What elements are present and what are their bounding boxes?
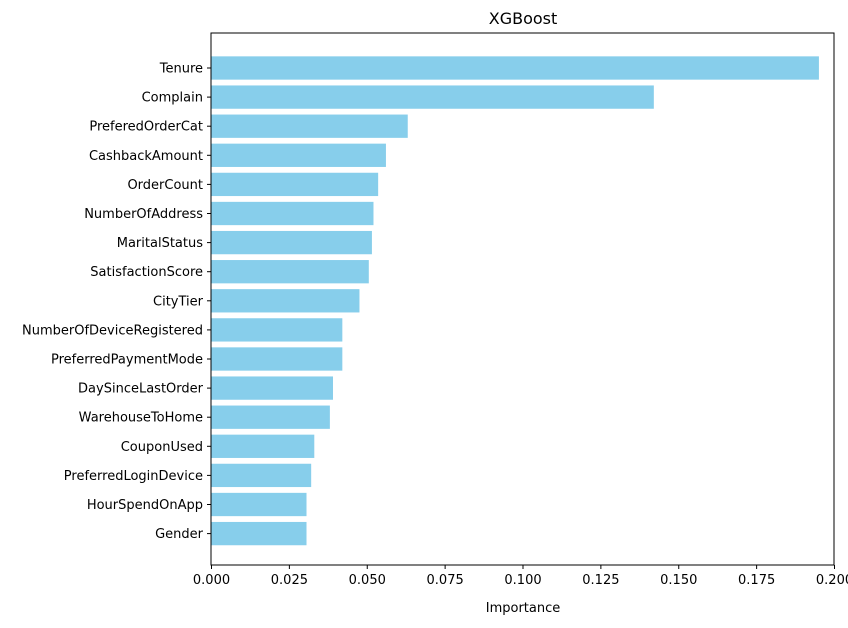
x-tick-label: 0.050 [349, 573, 386, 588]
x-tick-label: 0.200 [816, 573, 848, 588]
bars-group [211, 56, 819, 546]
y-tick-label: Tenure [159, 62, 203, 77]
x-tick-label: 0.175 [738, 573, 775, 588]
y-tick-label: MaritalStatus [117, 236, 203, 251]
bar-CityTier [211, 289, 360, 313]
y-tick-label: Gender [155, 527, 204, 542]
y-tick-labels: Tenure Complain PreferedOrderCat CashbackAm… [22, 62, 211, 542]
y-tick-label: HourSpendOnApp [87, 498, 203, 513]
bar-Tenure [211, 56, 819, 80]
x-tick-label: 0.100 [504, 573, 541, 588]
x-ticks: 0.000 0.025 0.050 0.075 0.100 0.125 0.150 0.175… [193, 565, 848, 588]
bar-NumberOfAddress [211, 201, 374, 226]
x-axis-label: Importance [486, 601, 561, 616]
y-tick-label: PreferredPaymentMode [51, 353, 203, 368]
y-tick-label: PreferedOrderCat [89, 120, 203, 135]
bar-PreferredPaymentMode [211, 347, 343, 371]
x-tick-label: 0.150 [660, 573, 697, 588]
y-tick-label: CouponUsed [121, 440, 203, 455]
x-tick-label: 0.075 [427, 573, 464, 588]
y-tick-label: DaySinceLastOrder [78, 382, 204, 397]
x-tick-label: 0.025 [271, 573, 308, 588]
bar-SatisfactionScore [211, 260, 369, 284]
y-tick-label: SatisfactionScore [90, 265, 203, 280]
y-tick-label: OrderCount [127, 178, 203, 193]
y-tick-label: PreferredLoginDevice [64, 469, 203, 484]
x-tick-label: 0.125 [582, 573, 619, 588]
y-tick-label: Complain [142, 91, 203, 106]
bar-PreferedOrderCat [211, 114, 408, 138]
bar-Complain [211, 85, 654, 109]
y-tick-label: NumberOfDeviceRegistered [22, 323, 203, 338]
plot-frame [210, 32, 835, 566]
bar-DaySinceLastOrder [211, 376, 333, 400]
chart-title: XGBoost [489, 9, 558, 28]
bar-WarehouseToHome [211, 405, 330, 429]
y-tick-label: WarehouseToHome [79, 411, 203, 426]
bar-MaritalStatus [211, 230, 372, 255]
y-tick-label: NumberOfAddress [84, 207, 203, 222]
x-tick-label: 0.000 [193, 573, 230, 588]
bar-CouponUsed [211, 434, 315, 458]
bar-OrderCount [211, 172, 379, 197]
y-tick-label: CityTier [153, 294, 204, 309]
y-tick-label: CashbackAmount [89, 149, 203, 164]
bar-CashbackAmount [211, 143, 386, 167]
bar-PreferredLoginDevice [211, 463, 312, 488]
bar-Gender [211, 521, 307, 546]
bar-HourSpendOnApp [211, 492, 307, 517]
bar-NumberOfDeviceRegistered [211, 318, 343, 342]
